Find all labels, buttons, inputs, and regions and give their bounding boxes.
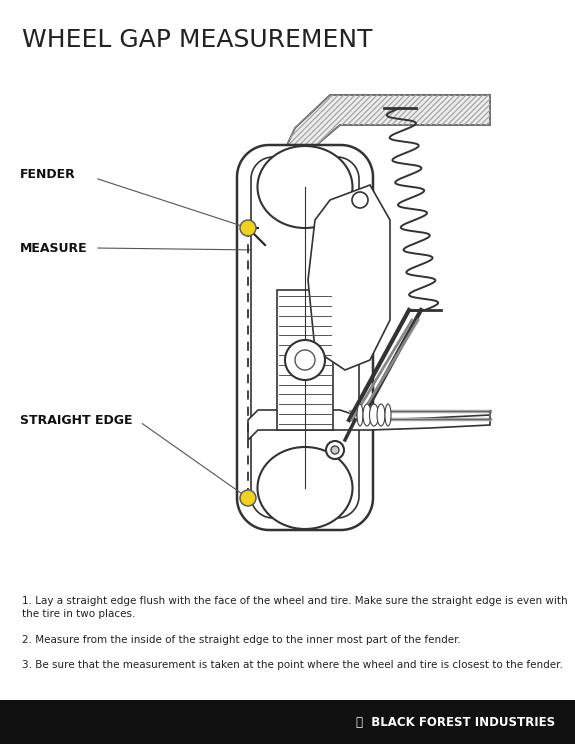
Text: Ⓐ  BLACK FOREST INDUSTRIES: Ⓐ BLACK FOREST INDUSTRIES xyxy=(356,716,555,728)
Text: MEASURE: MEASURE xyxy=(20,242,87,254)
Circle shape xyxy=(326,441,344,459)
Polygon shape xyxy=(251,157,359,518)
Ellipse shape xyxy=(385,404,391,426)
Circle shape xyxy=(331,446,339,454)
Text: FENDER: FENDER xyxy=(20,168,76,182)
Ellipse shape xyxy=(258,146,352,228)
Circle shape xyxy=(285,340,325,380)
Polygon shape xyxy=(237,145,373,530)
Text: STRAIGHT EDGE: STRAIGHT EDGE xyxy=(20,414,132,426)
Circle shape xyxy=(240,220,256,236)
Polygon shape xyxy=(248,410,490,440)
Text: 1. Lay a straight edge flush with the face of the wheel and tire. Make sure the : 1. Lay a straight edge flush with the fa… xyxy=(22,596,568,619)
Ellipse shape xyxy=(377,404,385,426)
Ellipse shape xyxy=(363,404,371,426)
Ellipse shape xyxy=(370,404,378,426)
FancyBboxPatch shape xyxy=(237,180,373,495)
Circle shape xyxy=(352,192,368,208)
Text: 3. Be sure that the measurement is taken at the point where the wheel and tire i: 3. Be sure that the measurement is taken… xyxy=(22,660,563,670)
Polygon shape xyxy=(248,95,490,250)
Text: 2. Measure from the inside of the straight edge to the inner most part of the fe: 2. Measure from the inside of the straig… xyxy=(22,635,461,645)
Ellipse shape xyxy=(357,404,363,426)
Ellipse shape xyxy=(258,447,352,529)
Polygon shape xyxy=(308,185,390,370)
Bar xyxy=(277,290,333,430)
Circle shape xyxy=(240,490,256,506)
Bar xyxy=(0,700,575,744)
Text: WHEEL GAP MEASUREMENT: WHEEL GAP MEASUREMENT xyxy=(22,28,373,52)
Circle shape xyxy=(295,350,315,370)
